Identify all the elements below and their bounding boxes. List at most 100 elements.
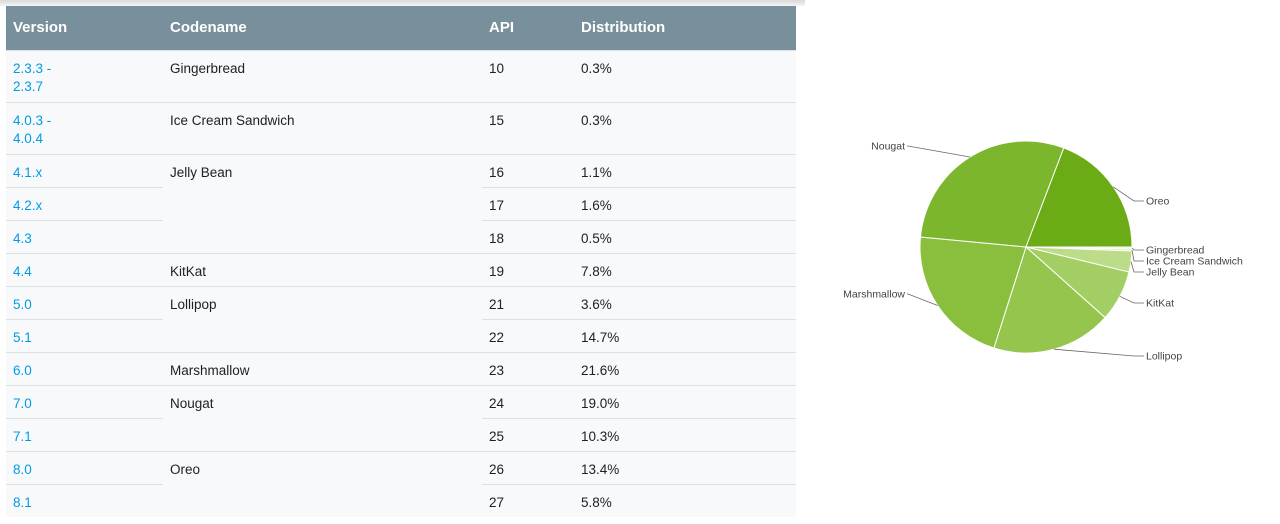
pie-leader-line	[1130, 261, 1144, 273]
version-link[interactable]: 8.1	[13, 494, 32, 510]
version-cell: 8.1	[6, 483, 163, 517]
pie-label-lollipop: Lollipop	[1146, 351, 1182, 363]
codename-cell: Lollipop	[163, 285, 482, 352]
codename-cell: Marshmallow	[163, 351, 482, 385]
table-row: 4.2.x 17 1.6%	[6, 186, 796, 220]
version-cell: 4.3	[6, 219, 163, 253]
codename-cell: Jelly Bean	[163, 153, 482, 253]
version-cell: 8.0	[6, 450, 163, 484]
version-cell: 4.4	[6, 252, 163, 286]
version-cell: 5.1	[6, 318, 163, 352]
version-link[interactable]: 4.3	[13, 230, 32, 246]
api-cell: 18	[482, 219, 574, 253]
table-row: 4.4 KitKat 19 7.8%	[6, 252, 796, 286]
api-cell: 16	[482, 153, 574, 187]
pie-label-kitkat: KitKat	[1146, 298, 1174, 310]
table-header-row: Version Codename API Distribution	[6, 6, 796, 50]
api-cell: 15	[482, 101, 574, 154]
api-cell: 21	[482, 285, 574, 319]
api-cell: 19	[482, 252, 574, 286]
version-link[interactable]: 7.1	[13, 428, 32, 444]
table-row: 5.1 22 14.7%	[6, 318, 796, 352]
header-distribution: Distribution	[574, 6, 796, 50]
distribution-cell: 5.8%	[574, 483, 796, 517]
distribution-cell: 14.7%	[574, 318, 796, 352]
api-cell: 22	[482, 318, 574, 352]
table-row: 8.1 27 5.8%	[6, 483, 796, 517]
pie-leader-line	[1053, 348, 1144, 357]
version-cell: 4.0.3 - 4.0.4	[6, 101, 163, 154]
version-cell: 2.3.3 - 2.3.7	[6, 49, 163, 102]
header-codename: Codename	[163, 6, 482, 50]
pie-label-gingerbread: Gingerbread	[1146, 245, 1205, 257]
table-row: 8.0 Oreo 26 13.4%	[6, 450, 796, 517]
pie-leader-line	[1119, 295, 1144, 304]
table-row: 4.3 18 0.5%	[6, 219, 796, 253]
version-link[interactable]: 2.3.3 - 2.3.7	[13, 60, 52, 94]
pie-leader-line	[907, 293, 938, 306]
codename-cell: Nougat	[163, 384, 482, 451]
table-row: 7.0 Nougat 24 19.0%	[6, 384, 796, 451]
pie-slice-lollipop[interactable]	[993, 246, 1106, 354]
pie-label-ice-cream-sandwich: Ice Cream Sandwich	[1146, 256, 1243, 268]
pie-slice-nougat[interactable]	[919, 140, 1065, 248]
version-link[interactable]: 8.0	[13, 461, 32, 477]
pie-slices	[919, 140, 1133, 354]
distribution-cell: 0.3%	[574, 101, 796, 154]
distribution-table: Version Codename API Distribution 2.3.3 …	[6, 6, 796, 517]
version-cell: 4.2.x	[6, 186, 163, 220]
codename-cell: KitKat	[163, 252, 482, 286]
distribution-cell: 19.0%	[574, 384, 796, 418]
version-link[interactable]: 4.1.x	[13, 164, 43, 180]
pie-leader-line	[1131, 247, 1144, 251]
table-row: 6.0 Marshmallow 23 21.6%	[6, 351, 796, 385]
distribution-cell: 1.6%	[574, 186, 796, 220]
table-body: 2.3.3 - 2.3.7 Gingerbread 10 0.3% 4.0.3 …	[6, 49, 796, 517]
distribution-cell: 13.4%	[574, 450, 796, 484]
version-link[interactable]: 7.0	[13, 395, 32, 411]
header-version: Version	[6, 6, 163, 50]
pie-label-jelly-bean: Jelly Bean	[1146, 267, 1195, 279]
table-row: 2.3.3 - 2.3.7 Gingerbread 10 0.3%	[6, 49, 796, 102]
distribution-cell: 0.5%	[574, 219, 796, 253]
distribution-cell: 7.8%	[574, 252, 796, 286]
version-link[interactable]: 6.0	[13, 362, 32, 378]
pie-label-oreo: Oreo	[1146, 196, 1170, 208]
pie-slice-marshmallow[interactable]	[919, 236, 1027, 349]
version-cell: 4.1.x	[6, 153, 163, 187]
api-cell: 25	[482, 417, 574, 451]
pie-leader-line	[907, 145, 971, 158]
version-link[interactable]: 4.2.x	[13, 197, 43, 213]
version-cell: 7.1	[6, 417, 163, 451]
version-link[interactable]: 4.0.3 - 4.0.4	[13, 112, 52, 146]
header-api: API	[482, 6, 574, 50]
distribution-cell: 21.6%	[574, 351, 796, 385]
api-cell: 24	[482, 384, 574, 418]
codename-cell: Ice Cream Sandwich	[163, 101, 482, 154]
api-cell: 10	[482, 49, 574, 102]
table-row: 4.1.x Jelly Bean 16 1.1%	[6, 153, 796, 253]
distribution-cell: 1.1%	[574, 153, 796, 187]
distribution-cell: 3.6%	[574, 285, 796, 319]
pie-leader-line	[1131, 249, 1144, 262]
version-link[interactable]: 5.1	[13, 329, 32, 345]
top-shadow	[0, 0, 805, 6]
api-cell: 26	[482, 450, 574, 484]
pie-leader-line	[1113, 186, 1144, 202]
codename-cell: Gingerbread	[163, 49, 482, 102]
codename-cell: Oreo	[163, 450, 482, 517]
pie-slice-oreo[interactable]	[1025, 147, 1133, 248]
pie-label-nougat: Nougat	[871, 141, 905, 153]
version-cell: 5.0	[6, 285, 163, 319]
version-link[interactable]: 5.0	[13, 296, 32, 312]
api-cell: 23	[482, 351, 574, 385]
table-row: 4.0.3 - 4.0.4 Ice Cream Sandwich 15 0.3%	[6, 101, 796, 154]
table-row: 7.1 25 10.3%	[6, 417, 796, 451]
distribution-cell: 10.3%	[574, 417, 796, 451]
api-cell: 27	[482, 483, 574, 517]
pie-label-marshmallow: Marshmallow	[843, 289, 905, 301]
distribution-cell: 0.3%	[574, 49, 796, 102]
version-link[interactable]: 4.4	[13, 263, 32, 279]
